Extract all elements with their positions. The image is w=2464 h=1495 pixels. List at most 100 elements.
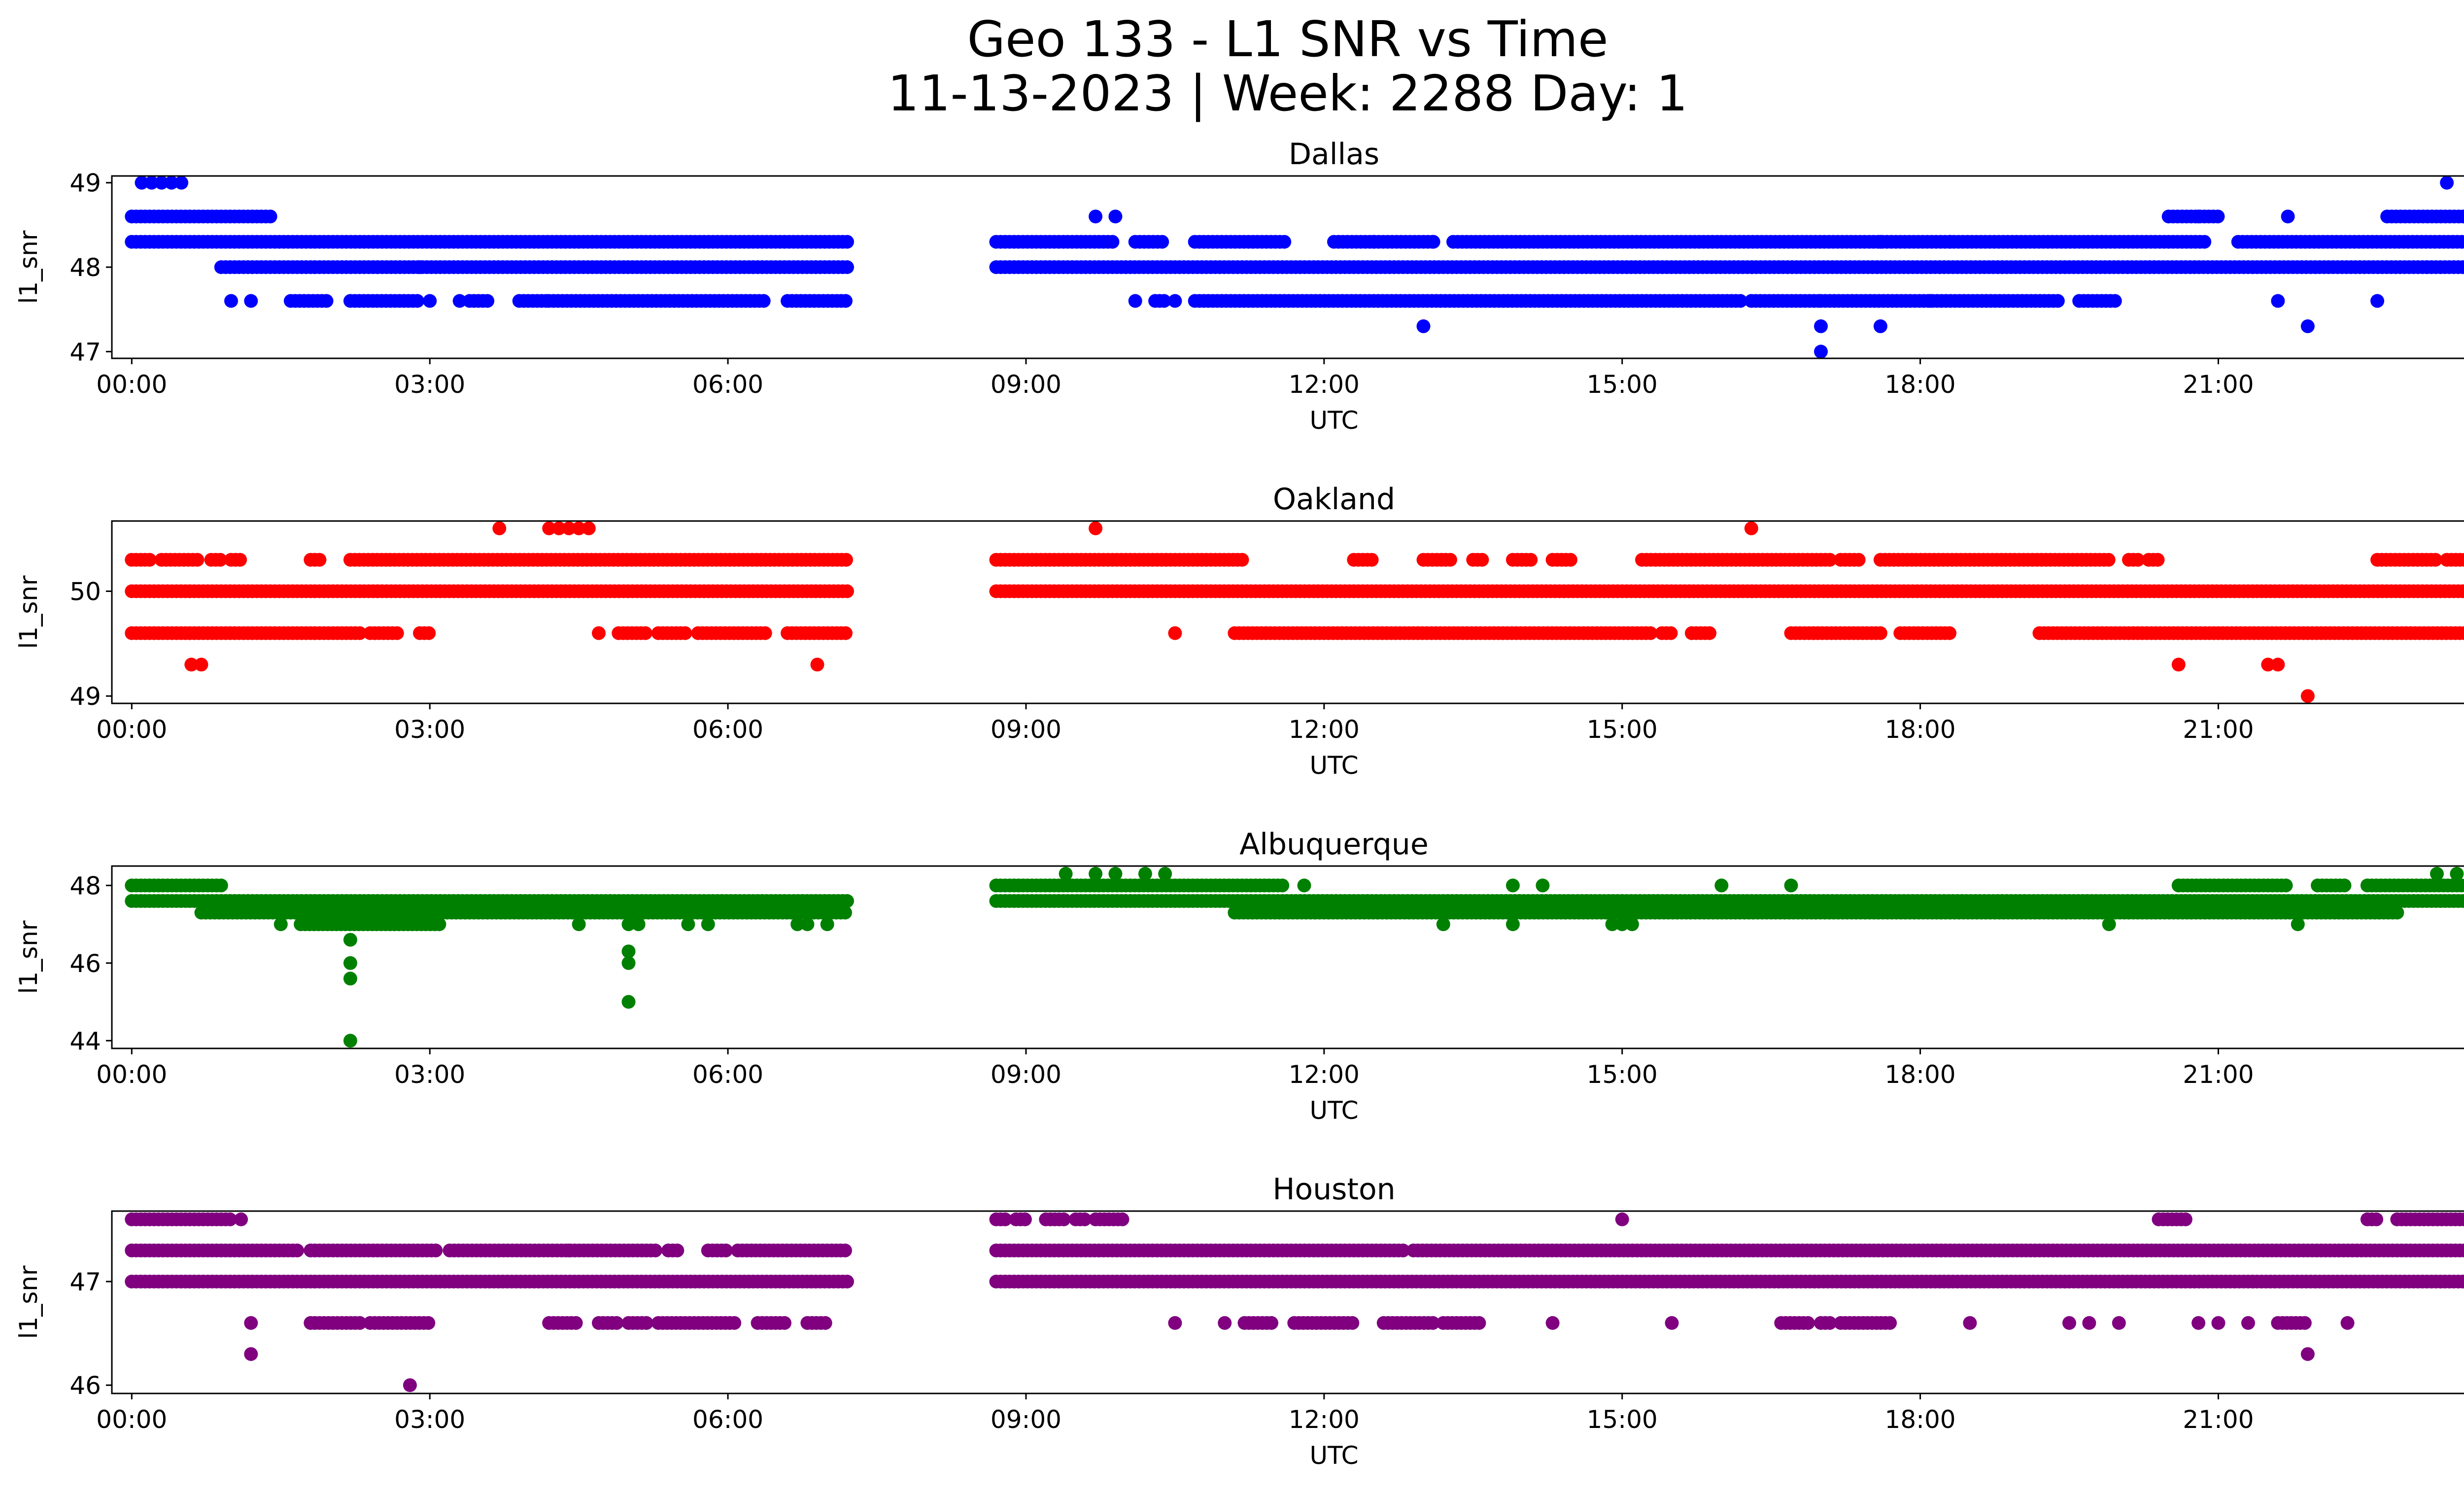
data-point: [1108, 209, 1123, 224]
data-point: [572, 917, 586, 932]
data-point: [818, 1316, 832, 1330]
y-tick-label: 50: [69, 577, 101, 606]
data-point: [648, 1243, 662, 1257]
data-point: [2460, 585, 2464, 597]
data-point: [2261, 658, 2275, 672]
x-tick-label: 03:00: [394, 715, 465, 744]
y-tick-label: 49: [69, 169, 101, 198]
data-point: [758, 626, 772, 640]
x-tick-label: 09:00: [991, 715, 1061, 744]
data-point: [592, 626, 606, 640]
data-point: [840, 1275, 854, 1288]
data-point: [390, 626, 404, 640]
data-point: [2440, 176, 2454, 190]
data-point: [2337, 878, 2352, 893]
data-point: [190, 553, 205, 567]
data-point: [1416, 319, 1431, 333]
data-point: [2457, 1212, 2464, 1226]
data-point: [621, 956, 636, 970]
data-point: [1059, 867, 1073, 881]
data-point: [343, 972, 357, 986]
panel-oakland: 00:00 03:00 06:00 09:00 12:00 15:00 18:00 21:00…: [14, 482, 2464, 780]
data-point: [562, 521, 576, 535]
data-point: [2461, 210, 2464, 222]
data-point: [343, 956, 357, 970]
x-tick-label: 03:00: [394, 1060, 465, 1089]
data-point: [1625, 917, 1639, 932]
data-point: [621, 917, 636, 932]
x-tick-label: 15:00: [1587, 370, 1658, 399]
data-point: [1089, 867, 1103, 881]
panel-houston: 00:00 03:00 06:00 09:00 12:00 15:00 18:00 21:00…: [14, 1172, 2464, 1470]
data-point: [1077, 1212, 1092, 1226]
data-point: [1443, 553, 1457, 567]
data-point: [165, 176, 178, 190]
data-point: [2462, 628, 2464, 638]
data-point: [154, 176, 169, 190]
data-point: [421, 1316, 436, 1330]
data-point: [1436, 917, 1450, 932]
data-point: [2462, 555, 2464, 564]
data-point: [142, 553, 157, 567]
panel-albuquerque: 00:00 03:00 06:00 09:00 12:00 15:00 18:00 21:00…: [14, 827, 2464, 1125]
data-point: [1923, 294, 1937, 308]
data-point: [214, 878, 228, 893]
data-point: [1873, 626, 1887, 640]
data-point: [223, 1212, 237, 1226]
data-point: [820, 917, 834, 932]
x-tick-label: 09:00: [991, 370, 1061, 399]
data-point: [621, 944, 636, 959]
data-point: [2457, 1243, 2464, 1257]
data-point: [213, 553, 227, 567]
data-point: [1265, 1316, 1278, 1330]
data-point: [1168, 294, 1182, 308]
data-point: [1563, 553, 1577, 567]
data-point: [2459, 235, 2464, 248]
x-tick-label: 03:00: [394, 370, 465, 399]
data-point: [840, 584, 854, 598]
data-point: [840, 235, 854, 249]
data-point: [1365, 553, 1379, 567]
data-point: [422, 626, 436, 640]
data-point: [1536, 878, 1550, 893]
data-point: [2178, 1212, 2192, 1226]
albuquerque-axes-frame: [111, 865, 2464, 1049]
data-point: [233, 553, 247, 567]
data-point: [2051, 294, 2065, 308]
data-point: [1128, 294, 1142, 308]
data-point: [701, 917, 715, 932]
data-point: [1643, 626, 1658, 640]
albuquerque-ylabel: l1_snr: [14, 920, 43, 994]
dallas-xlabel: UTC: [1309, 406, 1358, 435]
data-point: [1943, 235, 1957, 249]
data-point: [2459, 878, 2464, 892]
oakland-data-points: [125, 521, 2464, 703]
data-point: [638, 626, 652, 640]
data-point: [1605, 917, 1619, 932]
data-point: [2369, 1212, 2384, 1226]
data-point: [343, 933, 357, 947]
y-tick-label: 48: [69, 871, 101, 900]
data-point: [800, 917, 815, 932]
data-point: [1506, 878, 1520, 893]
data-point: [2131, 553, 2145, 567]
x-tick-label: 06:00: [692, 370, 763, 399]
data-point: [2457, 626, 2464, 640]
data-point: [1703, 626, 1717, 640]
data-point: [2390, 905, 2404, 920]
data-point: [2450, 867, 2464, 881]
data-point: [621, 995, 636, 1009]
x-tick-label: 00:00: [96, 715, 167, 744]
data-point: [184, 658, 199, 672]
data-point: [1426, 235, 1440, 249]
data-point: [840, 894, 854, 908]
data-point: [552, 521, 566, 535]
data-point: [274, 917, 288, 932]
oakland-ylabel: l1_snr: [14, 575, 43, 649]
data-point: [838, 905, 852, 920]
data-point: [1524, 553, 1538, 567]
oakland-xlabel: UTC: [1309, 751, 1358, 780]
data-point: [343, 1034, 357, 1048]
data-point: [2171, 658, 2186, 672]
